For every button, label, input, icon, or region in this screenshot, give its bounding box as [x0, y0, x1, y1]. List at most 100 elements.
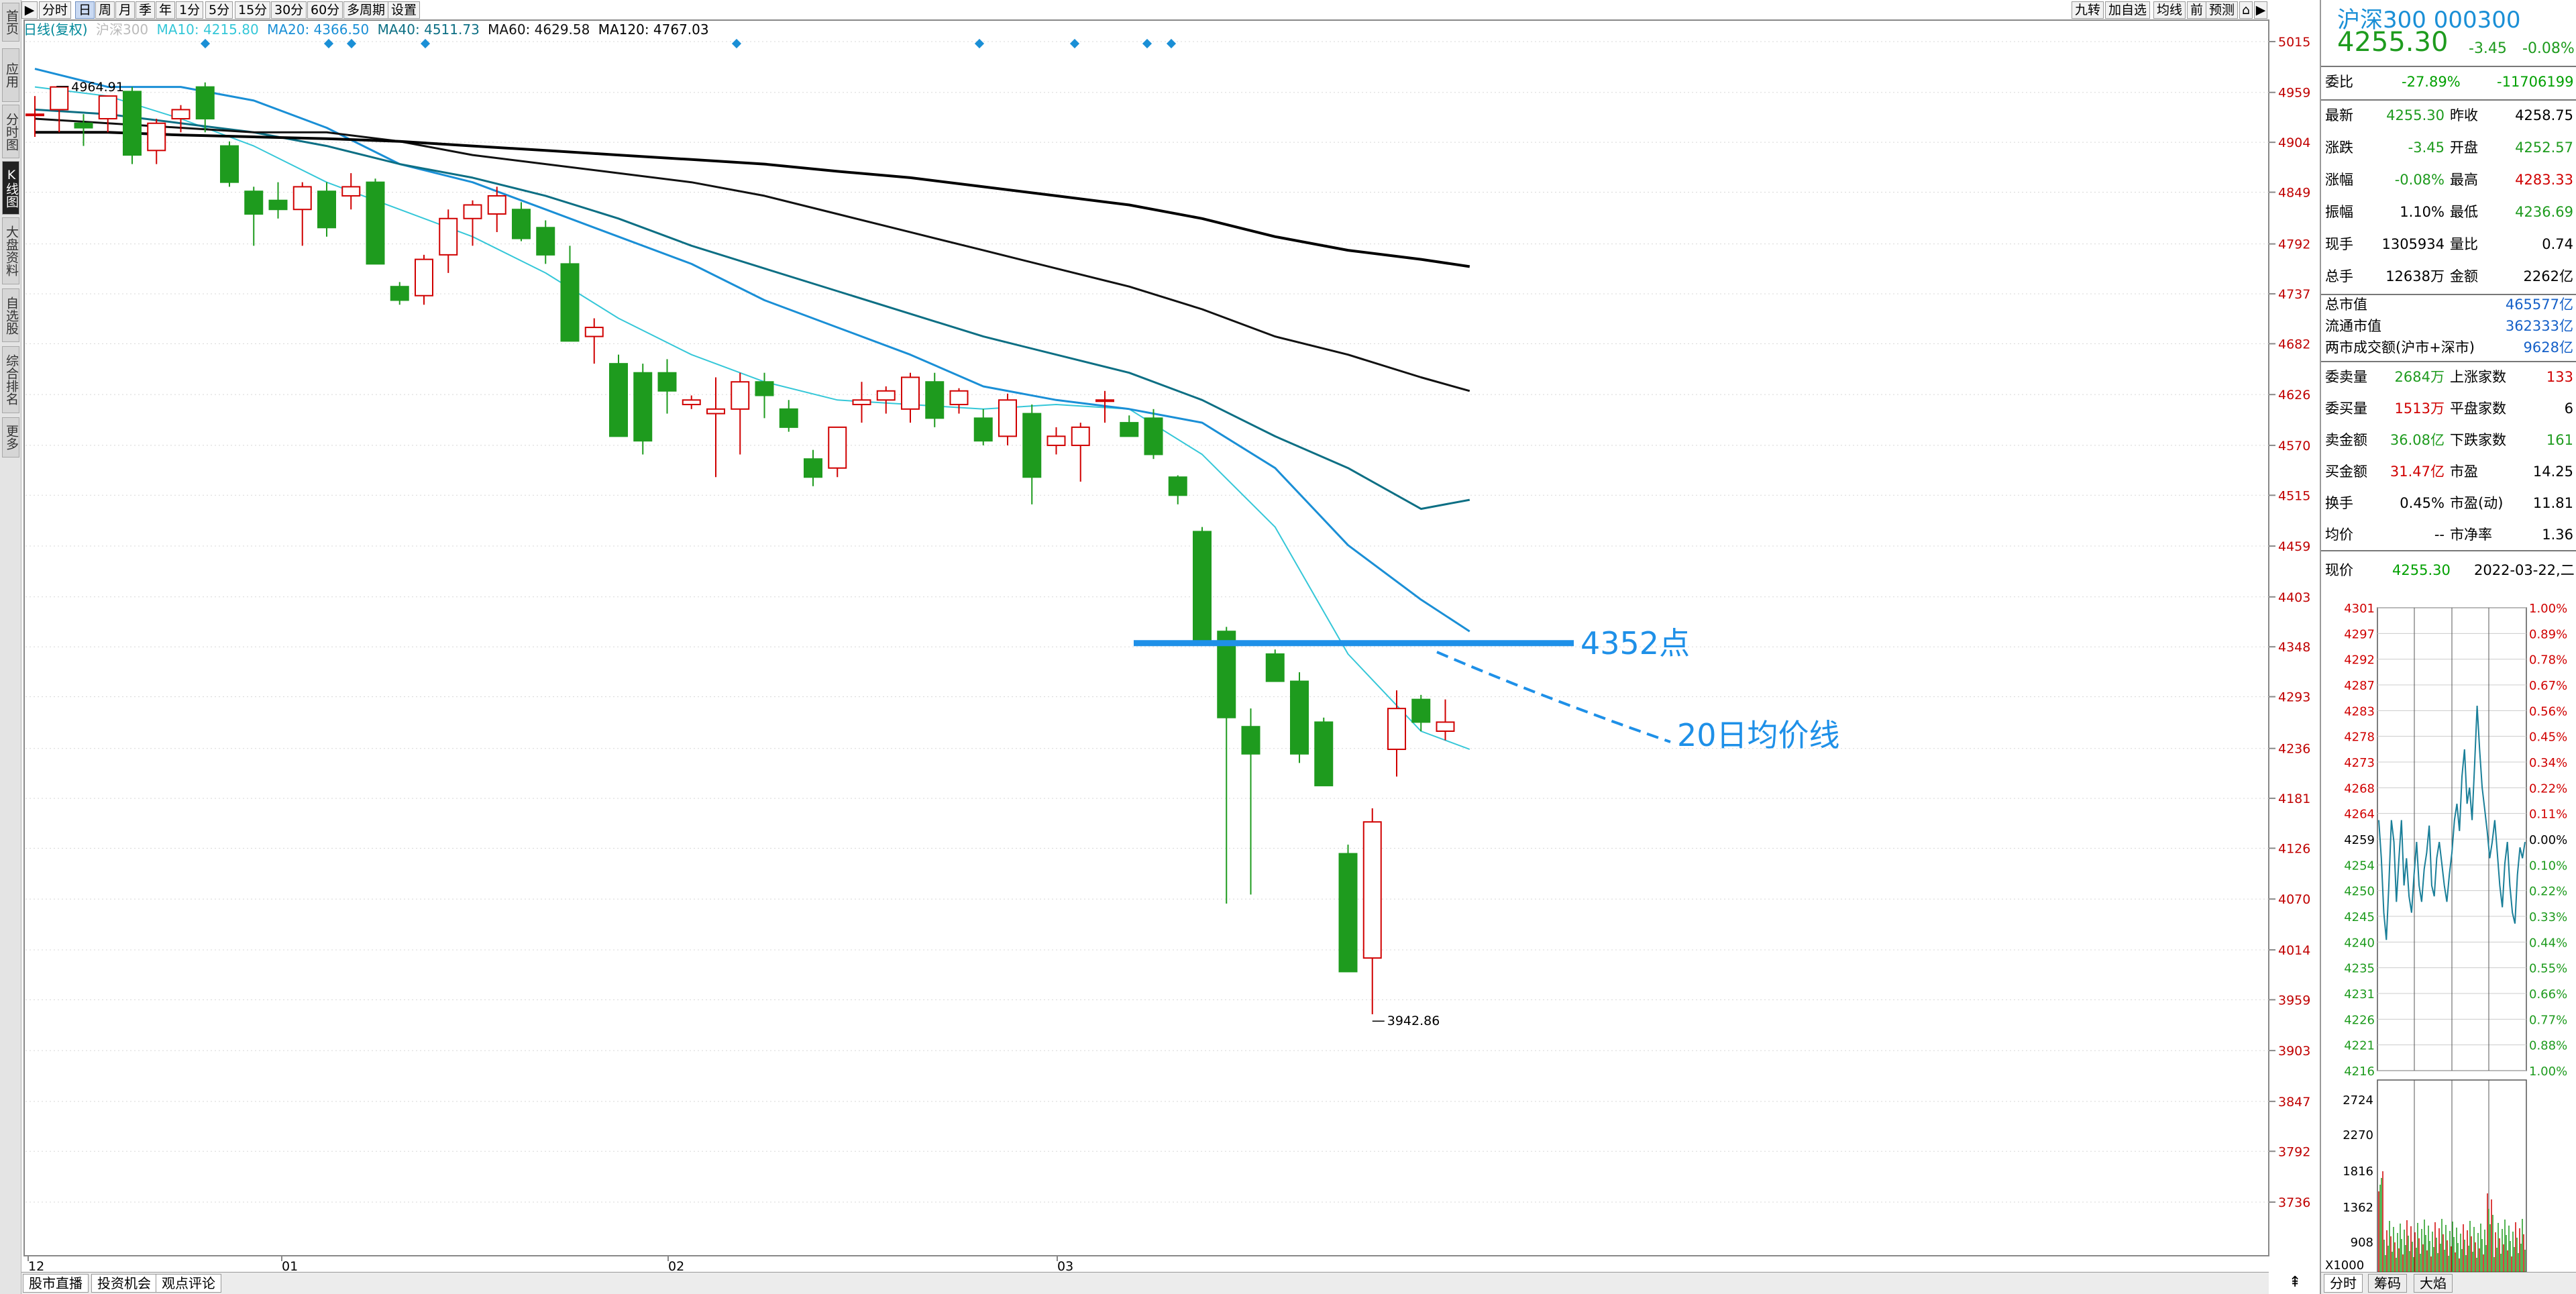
stat-row: 振幅 1.10% 最低 4236.69	[2321, 196, 2576, 228]
ma20-value: MA20: 4366.50	[267, 21, 370, 38]
quote-date: 2022-03-22,二	[2474, 562, 2575, 578]
y-tick-label: 4070	[2278, 892, 2310, 907]
nine-turn-button[interactable]: 九转	[2072, 1, 2104, 19]
mini-tab-chips[interactable]: 筹码	[2368, 1274, 2407, 1293]
candle	[1144, 409, 1163, 460]
tab-opportunities[interactable]: 投资机会	[91, 1274, 157, 1293]
candle-body	[244, 191, 264, 215]
stat-label: 卖金额	[2325, 432, 2367, 448]
intraday-mini-chart[interactable]: 4301 1.00% 4297 0.89% 4292 0.78% 4287 0.67% 4283…	[2321, 590, 2576, 1275]
high-price-label: 4964.91	[71, 80, 124, 95]
period-timeshare-button[interactable]: 分时	[39, 1, 72, 19]
kline-chart[interactable]: 5015 4959 4904 4849 4792 4737 4682 4626 4570 4515…	[0, 0, 2314, 1272]
nav-timeshare-tab[interactable]: 分时图	[2, 105, 19, 158]
stat-label: 下跌家数	[2450, 432, 2506, 448]
stat-label: 换手	[2325, 495, 2353, 511]
mini-pct-label: 0.44%	[2529, 936, 2567, 950]
mini-pct-label: 0.88%	[2529, 1039, 2567, 1053]
candle-body	[463, 204, 482, 219]
y-tick-label: 4181	[2278, 792, 2310, 806]
mini-pct-label: 0.10%	[2529, 859, 2567, 873]
multi-period-button[interactable]: 多周期	[343, 1, 389, 19]
nav-prev-icon[interactable]: ▶	[21, 1, 38, 19]
stat-value: -3.45	[2408, 140, 2445, 156]
nav-market-info-tab[interactable]: 大盘资料	[2, 217, 19, 284]
ma120-value: MA120: 4767.03	[598, 21, 709, 38]
period-month-button[interactable]: 月	[115, 1, 136, 19]
nav-kline-tab[interactable]: K线图	[2, 161, 19, 215]
mini-pct-label: 0.66%	[2529, 987, 2567, 1002]
date-axis: 12 01 02 03	[28, 1256, 1073, 1272]
period-30min-button[interactable]: 30分	[271, 1, 307, 19]
mini-tab-timeshare[interactable]: 分时	[2324, 1274, 2363, 1293]
ma-line-ma120	[35, 131, 1470, 268]
candle-body	[1436, 721, 1455, 732]
mini-tab-flame[interactable]: 大焰	[2414, 1274, 2453, 1293]
candle	[657, 359, 677, 414]
stat-value: 14.25	[2532, 464, 2573, 480]
period-15min-button[interactable]: 15分	[235, 1, 271, 19]
candle	[998, 393, 1017, 445]
stat-value: 1.36	[2542, 527, 2573, 543]
tab-live[interactable]: 股市直播	[23, 1274, 89, 1293]
candle-body	[292, 186, 312, 211]
period-year-button[interactable]: 年	[156, 1, 176, 19]
stat-label: 开盘	[2450, 140, 2478, 156]
candle	[268, 182, 288, 219]
ma20-projection-label: 20日均价线	[1677, 717, 1840, 753]
mini-price-label: 4240	[2344, 936, 2375, 950]
period-day-button[interactable]: 日	[75, 1, 95, 19]
prev-button[interactable]: 前	[2187, 1, 2207, 19]
candle-body	[1338, 853, 1358, 973]
candle	[1411, 694, 1431, 731]
nav-home-tab[interactable]: 首页	[2, 3, 19, 42]
nav-next-icon[interactable]: ▶	[2254, 1, 2267, 19]
stat-label: 振幅	[2325, 204, 2353, 220]
nav-more-tab[interactable]: 更多	[2, 417, 19, 457]
candle-body	[366, 181, 385, 265]
candle-body	[487, 195, 506, 215]
candle-body	[390, 286, 409, 301]
add-watchlist-button[interactable]: 加自选	[2105, 1, 2151, 19]
candle-body	[536, 227, 555, 256]
ma-line-ma60	[34, 117, 1470, 392]
candle-body	[852, 399, 871, 406]
lock-icon[interactable]: ⌂	[2239, 1, 2253, 19]
stat-label: 最低	[2450, 204, 2478, 220]
period-quarter-button[interactable]: 季	[136, 1, 156, 19]
event-marker	[1166, 38, 1177, 49]
y-tick-label: 3959	[2278, 993, 2310, 1008]
candle-body	[1265, 653, 1285, 682]
period-week-button[interactable]: 周	[95, 1, 115, 19]
period-1min-button[interactable]: 1分	[176, 1, 204, 19]
candle	[123, 87, 142, 164]
ma60-value: MA60: 4629.58	[488, 21, 590, 38]
market-value-row: 流通市值 362333亿	[2321, 315, 2576, 337]
candle	[1314, 717, 1334, 787]
stat-row: 涨幅 -0.08% 最高 4283.33	[2321, 164, 2576, 196]
candle-body	[1168, 476, 1187, 496]
settings-button[interactable]: 设置	[388, 1, 421, 19]
ma-settings-button[interactable]: 均线	[2153, 1, 2186, 19]
nav-watchlist-tab[interactable]: 自选股	[2, 288, 19, 342]
period-5min-button[interactable]: 5分	[205, 1, 233, 19]
mini-price-label: 4226	[2344, 1013, 2375, 1027]
tab-comments[interactable]: 观点评论	[156, 1274, 221, 1293]
stat-row: 最新 4255.30 昨收 4258.75	[2321, 99, 2576, 131]
forecast-button[interactable]: 预测	[2206, 1, 2239, 19]
period-60min-button[interactable]: 60分	[307, 1, 343, 19]
candle	[876, 386, 896, 414]
volume-unit-label: X1000	[2325, 1258, 2364, 1273]
mini-volume-label: 2724	[2343, 1093, 2373, 1108]
nav-ranking-tab[interactable]: 综合排名	[2, 346, 19, 413]
divider	[2321, 66, 2576, 67]
stat-row: 总手 12638万 金额 2262亿	[2321, 260, 2576, 292]
y-tick-label: 4236	[2278, 742, 2310, 757]
collapse-icon[interactable]: ⇞	[2289, 1274, 2302, 1291]
candle-body	[74, 122, 93, 129]
candle	[487, 186, 506, 233]
candle-body	[998, 399, 1017, 437]
nav-apps-tab[interactable]: 应用	[2, 48, 19, 102]
chart-title: 日线(复权)	[23, 21, 88, 38]
candle-body	[512, 209, 531, 239]
